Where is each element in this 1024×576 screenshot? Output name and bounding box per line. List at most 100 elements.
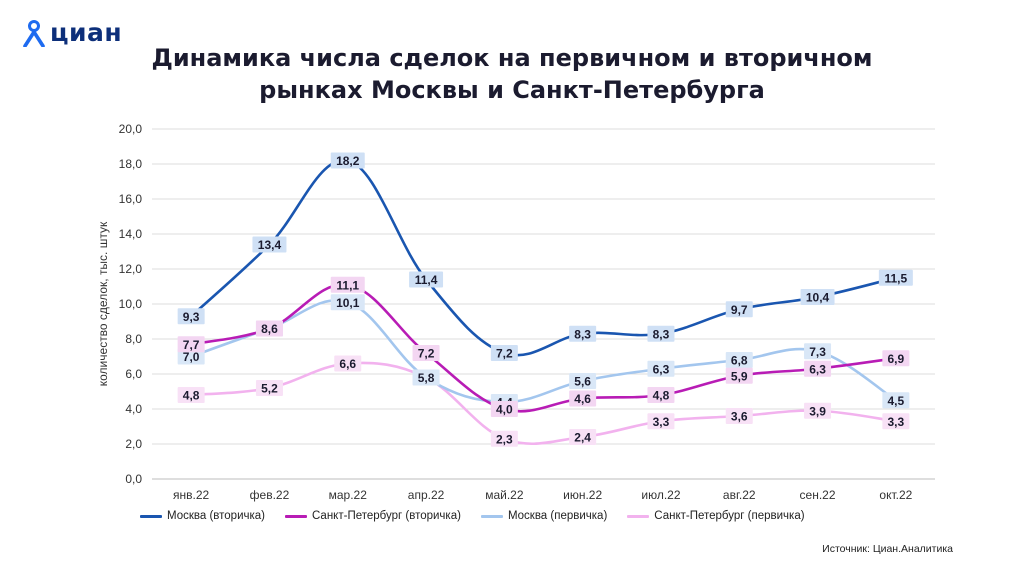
- data-label-bg: [490, 430, 518, 447]
- data-label-bg: [647, 360, 675, 377]
- legend-item: Москва (первичка): [480, 510, 608, 522]
- x-tick-label: мар.22: [329, 488, 368, 502]
- legend-item: Санкт-Петербург (первичка): [627, 510, 805, 522]
- data-label-bg: [330, 294, 365, 311]
- data-label: 4,8: [653, 389, 670, 403]
- data-label: 7,2: [496, 347, 513, 361]
- data-label: 4,5: [888, 394, 905, 408]
- y-tick-label: 0,0: [125, 472, 142, 486]
- data-label-bg: [569, 325, 597, 342]
- data-label-bg: [409, 271, 444, 288]
- data-label-bg: [804, 360, 832, 377]
- x-tick-label: янв.22: [173, 488, 210, 502]
- data-label-bg: [804, 343, 832, 360]
- x-tick-label: июн.22: [563, 488, 602, 502]
- data-label-bg: [490, 401, 518, 417]
- data-label: 2,4: [574, 431, 591, 445]
- data-label-bg: [177, 308, 205, 325]
- series-line: [189, 361, 898, 445]
- x-tick-label: сен.22: [800, 488, 836, 502]
- data-label-bg: [800, 289, 835, 305]
- y-tick-label: 18,0: [119, 157, 143, 171]
- data-label-bg: [647, 387, 675, 403]
- data-label: 4,0: [496, 403, 513, 417]
- data-label: 5,2: [261, 382, 278, 396]
- data-label: 9,3: [183, 310, 200, 324]
- legend-label: Москва (вторичка): [167, 510, 265, 522]
- data-label: 11,1: [336, 278, 359, 292]
- legend-label: Москва (первичка): [507, 510, 608, 522]
- data-label: 4,6: [574, 392, 591, 406]
- data-label: 10,4: [806, 291, 830, 305]
- data-label-bg: [725, 352, 753, 368]
- data-label-bg: [569, 373, 597, 389]
- y-tick-label: 2,0: [125, 437, 142, 451]
- data-label: 3,9: [809, 404, 826, 418]
- data-label-bg: [177, 387, 205, 403]
- data-label: 18,2: [336, 154, 360, 168]
- data-label: 11,4: [415, 273, 438, 287]
- y-tick-label: 20,0: [119, 122, 143, 136]
- legend-swatch: [285, 514, 307, 518]
- brand-name: циан: [50, 18, 123, 47]
- data-label-bg: [330, 276, 365, 293]
- legend-swatch: [480, 514, 503, 518]
- x-tick-label: май.22: [485, 488, 524, 502]
- data-label: 9,7: [731, 303, 748, 317]
- data-label-bg: [334, 355, 362, 372]
- data-label-bg: [412, 345, 440, 361]
- data-label: 6,9: [888, 352, 905, 366]
- data-label-bg: [647, 325, 675, 342]
- data-label: 4,8: [183, 389, 200, 403]
- data-label-bg: [882, 392, 910, 409]
- data-label: 8,3: [653, 327, 670, 341]
- data-label: 3,3: [888, 415, 905, 429]
- data-label-bg: [255, 380, 283, 396]
- data-label: 8,6: [261, 322, 278, 336]
- chart-title: Динамика числа сделок на первичном и вто…: [0, 42, 1024, 106]
- source-note: Источник: Циан.Аналитика: [822, 543, 953, 555]
- y-tick-label: 4,0: [125, 402, 142, 416]
- data-label: 7,3: [809, 345, 826, 359]
- y-tick-label: 12,0: [119, 262, 143, 276]
- data-label-bg: [330, 152, 365, 169]
- data-label-bg: [255, 320, 283, 337]
- data-label-bg: [878, 269, 913, 286]
- y-axis-label: количество сделок, тыс. штук: [96, 221, 110, 386]
- data-label: 6,3: [653, 362, 670, 376]
- x-tick-label: авг.22: [723, 488, 756, 502]
- series-line: [189, 158, 898, 357]
- data-label: 6,3: [809, 362, 826, 376]
- data-label-bg: [490, 345, 518, 361]
- data-label-bg: [412, 369, 440, 386]
- legend-label: Санкт-Петербург (первичка): [654, 510, 805, 522]
- data-label: 7,2: [418, 347, 435, 361]
- data-label-bg: [725, 367, 753, 384]
- data-label: 3,3: [653, 415, 670, 429]
- data-label-bg: [725, 301, 753, 318]
- data-label-bg: [882, 350, 910, 367]
- data-label: 5,6: [574, 375, 591, 389]
- data-label: 6,6: [339, 357, 356, 371]
- y-tick-label: 8,0: [125, 332, 142, 346]
- chart-title-line-1: Динамика числа сделок на первичном и вто…: [151, 44, 873, 72]
- data-label-bg: [882, 413, 910, 430]
- x-tick-label: фев.22: [250, 488, 290, 502]
- data-label-bg: [725, 408, 753, 424]
- series-line: [189, 299, 898, 404]
- x-tick-label: окт.22: [879, 488, 912, 502]
- data-label: 6,8: [731, 354, 748, 368]
- data-label: 5,9: [731, 369, 748, 383]
- data-label-bg: [177, 348, 205, 365]
- chart-title-line-2: рынках Москвы и Санкт-Петербурга: [259, 76, 765, 104]
- legend-swatch: [627, 514, 650, 518]
- data-label-bg: [252, 236, 287, 253]
- x-tick-label: апр.22: [408, 488, 445, 502]
- data-label-bg: [177, 336, 205, 353]
- y-tick-label: 10,0: [119, 297, 143, 311]
- data-label-bg: [647, 413, 675, 430]
- brand-logo: циан: [22, 18, 122, 47]
- legend-swatch: [140, 514, 162, 518]
- data-label-bg: [804, 402, 832, 419]
